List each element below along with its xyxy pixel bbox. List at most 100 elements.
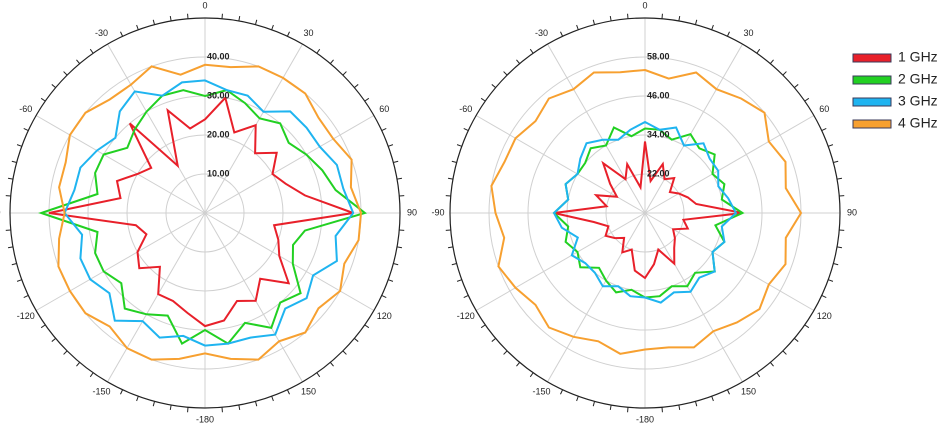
minor-tick	[592, 19, 596, 25]
minor-tick	[451, 262, 457, 266]
minor-tick	[89, 372, 94, 378]
minor-tick	[463, 128, 469, 132]
minor-tick	[40, 97, 46, 102]
ring-label: 34.00	[647, 129, 670, 139]
minor-tick	[388, 144, 394, 147]
series-line	[490, 68, 803, 355]
minor-tick	[169, 404, 172, 411]
angle-label: 60	[379, 104, 389, 114]
minor-tick	[271, 24, 274, 30]
minor-tick	[480, 324, 486, 329]
angle-label: 120	[817, 311, 832, 321]
minor-tick	[836, 246, 843, 249]
legend-label: 1 GHz	[898, 49, 938, 65]
angle-label: 120	[377, 311, 392, 321]
ring-label: 58.00	[647, 51, 670, 61]
grid-spoke	[644, 43, 743, 214]
minor-tick	[756, 372, 761, 378]
minor-tick	[316, 48, 321, 54]
minor-tick	[694, 401, 698, 407]
minor-tick	[23, 128, 29, 132]
minor-tick	[152, 401, 156, 407]
minor-tick	[76, 59, 81, 64]
minor-tick	[726, 389, 730, 395]
angle-label: 0	[202, 0, 207, 10]
ring-label: 40.00	[207, 51, 230, 61]
minor-tick	[364, 324, 370, 329]
angle-label: 90	[847, 207, 857, 217]
grid-spoke	[204, 43, 303, 214]
minor-tick	[238, 404, 241, 411]
minor-tick	[678, 404, 681, 411]
minor-tick	[678, 15, 681, 22]
minor-tick	[463, 294, 469, 298]
minor-tick	[447, 246, 454, 249]
minor-tick	[491, 84, 496, 89]
minor-tick	[711, 24, 714, 30]
minor-tick	[254, 401, 258, 407]
grid-spoke	[547, 43, 646, 214]
angle-label: 0	[0, 207, 1, 217]
minor-tick	[271, 396, 274, 402]
minor-tick	[286, 31, 290, 37]
grid-spoke	[644, 115, 815, 214]
minor-tick	[480, 97, 486, 102]
angle-label: 60	[819, 104, 829, 114]
minor-tick	[804, 97, 810, 102]
minor-tick	[16, 144, 22, 147]
ring-label: 20.00	[207, 129, 230, 139]
minor-tick	[76, 362, 81, 367]
minor-tick	[794, 337, 799, 342]
grid-spoke	[204, 212, 303, 383]
angle-label: -30	[535, 28, 548, 38]
minor-tick	[529, 372, 534, 378]
minor-tick	[286, 389, 290, 395]
minor-tick	[821, 128, 827, 132]
minor-tick	[821, 294, 827, 298]
series-line	[553, 141, 743, 280]
grid-spoke	[475, 212, 646, 311]
minor-tick	[152, 19, 156, 25]
minor-tick	[769, 59, 774, 64]
series-line	[552, 120, 738, 304]
angle-label: 30	[303, 28, 313, 38]
minor-tick	[342, 350, 347, 355]
minor-tick	[609, 404, 612, 411]
series-line	[57, 63, 363, 361]
minor-tick	[396, 177, 403, 180]
angle-label: -150	[532, 387, 550, 397]
minor-tick	[833, 160, 839, 164]
grid-spoke	[204, 212, 375, 311]
minor-tick	[51, 337, 56, 342]
minor-tick	[711, 396, 714, 402]
minor-tick	[828, 279, 834, 282]
minor-tick	[254, 19, 258, 25]
minor-tick	[576, 24, 579, 30]
angle-label: 90	[407, 207, 417, 217]
ring-label: 10.00	[207, 168, 230, 178]
minor-tick	[836, 177, 843, 180]
minor-tick	[120, 31, 124, 37]
minor-tick	[516, 362, 521, 367]
angle-label: -60	[459, 104, 472, 114]
minor-tick	[381, 294, 387, 298]
angle-label: -120	[17, 311, 35, 321]
angle-label: 150	[301, 387, 316, 397]
minor-tick	[451, 160, 457, 164]
minor-tick	[11, 160, 17, 164]
minor-tick	[238, 15, 241, 22]
legend-label: 3 GHz	[898, 93, 938, 109]
minor-tick	[609, 15, 612, 22]
minor-tick	[342, 71, 347, 76]
minor-tick	[794, 84, 799, 89]
angle-label: 0	[642, 0, 647, 10]
minor-tick	[782, 350, 787, 355]
grid-spoke	[35, 212, 206, 311]
minor-tick	[51, 84, 56, 89]
legend-swatch	[852, 53, 892, 63]
minor-tick	[11, 262, 17, 266]
grid-spoke	[204, 115, 375, 214]
ring-label: 30.00	[207, 90, 230, 100]
minor-tick	[576, 396, 579, 402]
